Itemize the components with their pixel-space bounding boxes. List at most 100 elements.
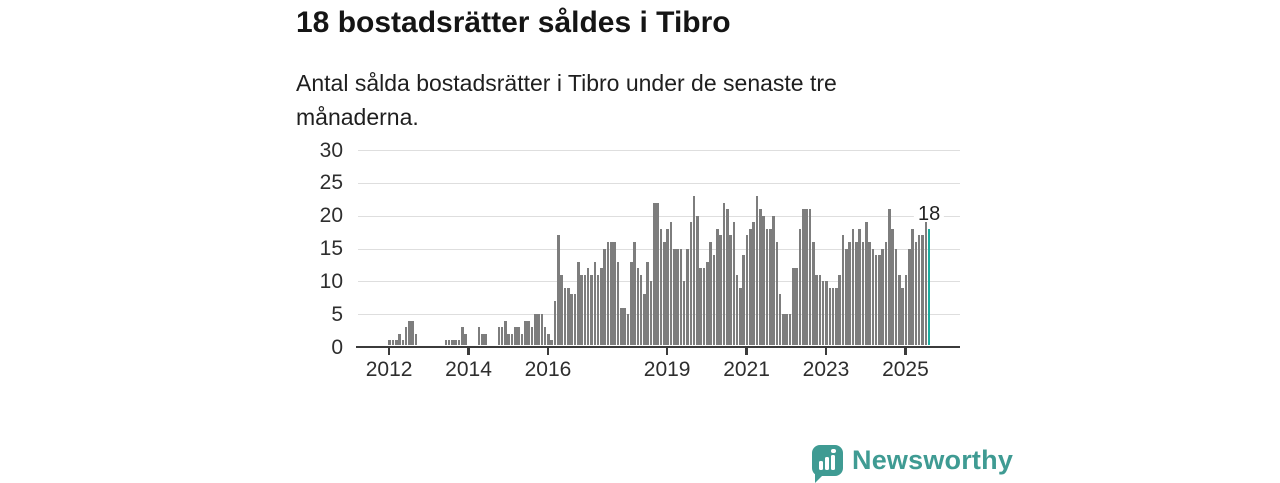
- bar: [477, 327, 481, 345]
- bar: [699, 268, 703, 345]
- bar: [755, 195, 759, 345]
- bar: [676, 248, 679, 345]
- bar: [858, 228, 861, 345]
- bar: [672, 248, 676, 345]
- bar: [917, 235, 921, 345]
- bar: [520, 333, 524, 345]
- bar: [821, 281, 825, 345]
- bar: [855, 241, 858, 345]
- bar: [464, 333, 467, 345]
- bar: [881, 248, 885, 345]
- y-tick-label: 5: [331, 302, 343, 326]
- bar: [623, 307, 626, 345]
- bar: [841, 235, 845, 345]
- bar: [550, 340, 554, 345]
- bar: [682, 281, 686, 345]
- bar: [805, 209, 808, 345]
- bar: [874, 255, 878, 345]
- y-axis-labels: 0 5 10 15 20 25 30: [280, 139, 343, 359]
- bar: [765, 228, 769, 345]
- bar: [537, 314, 540, 345]
- bar: [444, 340, 448, 345]
- bar: [782, 314, 785, 345]
- bar: [583, 274, 587, 345]
- bar: [924, 222, 928, 345]
- bar: [398, 333, 401, 345]
- bar: [447, 340, 451, 345]
- bar: [553, 301, 557, 345]
- bar: [719, 235, 722, 345]
- bar: [590, 274, 593, 345]
- bar: [507, 333, 511, 345]
- bar: [884, 241, 888, 345]
- bar: [914, 241, 918, 345]
- chart-title: 18 bostadsrätter såldes i Tibro: [296, 6, 731, 39]
- bar: [653, 202, 656, 345]
- bar: [586, 268, 590, 345]
- bar: [408, 320, 411, 345]
- bar: [457, 340, 461, 345]
- bar: [401, 340, 405, 345]
- bar: [696, 215, 699, 345]
- bar: [712, 255, 716, 345]
- bar: [725, 209, 729, 345]
- bar: [656, 202, 659, 345]
- bar: [603, 248, 607, 345]
- bar: [480, 333, 484, 345]
- bar: [851, 228, 855, 345]
- bar: [798, 228, 802, 345]
- bar: [669, 222, 673, 345]
- x-tick-mark: [665, 347, 669, 355]
- speech-bubble-tail: [815, 473, 824, 483]
- bar: [907, 248, 911, 345]
- gridline: [358, 281, 960, 283]
- bar: [629, 261, 633, 345]
- bar: [911, 228, 914, 345]
- bar: [394, 340, 398, 345]
- bar: [921, 235, 924, 345]
- x-tick-label: 2012: [365, 358, 413, 381]
- y-tick-label: 30: [319, 138, 343, 162]
- bar: [788, 314, 792, 345]
- bar: [818, 274, 822, 345]
- bar: [732, 222, 736, 345]
- bar: [576, 261, 580, 345]
- bar: [706, 261, 709, 345]
- bar: [524, 320, 527, 345]
- gridline: [358, 215, 960, 217]
- logo-bar-short: [819, 460, 823, 470]
- last-value-label: 18: [913, 201, 945, 226]
- bar: [679, 248, 683, 345]
- bar: [533, 314, 537, 345]
- bar: [845, 248, 848, 345]
- bar: [659, 228, 663, 345]
- bar: [663, 241, 666, 345]
- bar: [404, 327, 408, 345]
- x-tick-mark: [904, 347, 907, 355]
- bar: [871, 248, 875, 345]
- bar: [686, 248, 689, 345]
- bar: [831, 287, 835, 345]
- bar: [768, 228, 772, 345]
- bar: [752, 222, 755, 345]
- logo-bar-tall: [831, 454, 835, 470]
- x-tick-label: 2023: [802, 358, 850, 381]
- bar: [759, 209, 762, 345]
- x-tick-label: 2019: [643, 358, 691, 381]
- bar: [613, 241, 616, 345]
- bar: [792, 268, 795, 345]
- bar: [388, 340, 391, 345]
- bar: [606, 241, 610, 345]
- gridline: [358, 314, 960, 316]
- x-tick-mark: [745, 347, 748, 355]
- bar: [504, 320, 507, 345]
- bar: [643, 294, 646, 345]
- bar: [649, 281, 653, 345]
- bar: [547, 333, 550, 345]
- plot-area: 18: [356, 150, 960, 355]
- bar: [514, 327, 517, 345]
- bar: [619, 307, 623, 345]
- bar-chart-speech-bubble-icon: [812, 444, 843, 483]
- bar: [567, 287, 570, 345]
- bar: [825, 281, 828, 345]
